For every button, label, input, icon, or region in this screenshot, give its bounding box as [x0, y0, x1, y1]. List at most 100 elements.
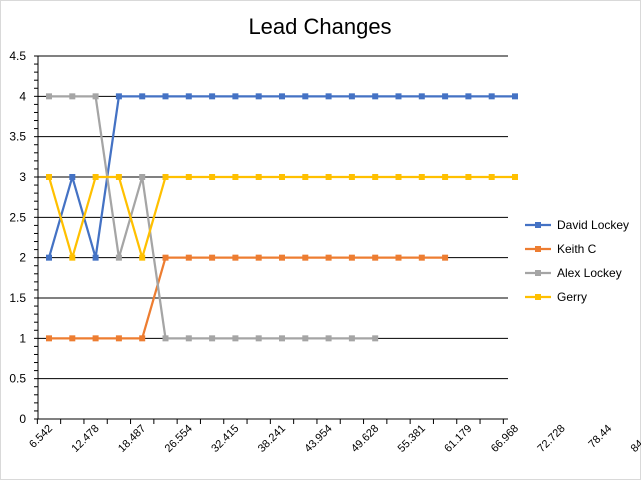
legend-marker — [535, 246, 541, 252]
legend-label: Alex Lockey — [557, 266, 622, 280]
x-tick-label: 49.628 — [349, 423, 381, 455]
x-tick-label: 72.728 — [535, 423, 567, 455]
data-point — [279, 174, 285, 180]
data-point — [209, 254, 216, 261]
data-point — [465, 93, 472, 100]
x-tick-label: 12.478 — [69, 423, 101, 455]
legend-item: Alex Lockey — [525, 266, 622, 280]
data-point — [115, 335, 122, 342]
data-point — [395, 174, 402, 180]
data-point — [372, 335, 379, 342]
data-point — [232, 174, 239, 180]
data-point — [372, 254, 379, 261]
x-tick-label: 78.44 — [586, 423, 614, 451]
data-point — [209, 93, 216, 100]
legend: David Lockey Keith C Alex Lockey Gerry — [525, 218, 629, 304]
y-tick-label: 2 — [19, 251, 26, 265]
data-point — [348, 93, 355, 100]
y-tick-label: 1 — [19, 331, 26, 345]
data-point — [115, 174, 122, 180]
data-point — [69, 335, 76, 342]
data-point — [115, 254, 122, 261]
data-point — [418, 174, 425, 180]
data-point — [46, 335, 52, 342]
data-point — [325, 335, 332, 342]
gridlines — [38, 55, 508, 380]
y-tick-label: 4 — [19, 89, 26, 103]
y-axis-ticks: 0 0.5 1 1.5 2 2.5 3 3.5 4 4.5 — [9, 49, 26, 426]
legend-marker — [535, 270, 541, 276]
data-point — [302, 174, 309, 180]
data-point — [418, 254, 425, 261]
legend-label: David Lockey — [557, 218, 629, 232]
series-line — [49, 256, 446, 340]
data-point — [302, 254, 309, 261]
data-point — [92, 335, 99, 342]
data-point — [348, 174, 355, 180]
data-point — [115, 93, 122, 100]
data-point — [302, 335, 309, 342]
data-point — [209, 335, 216, 342]
data-point — [139, 335, 146, 342]
x-tick-label: 6.542 — [27, 423, 55, 451]
data-point — [255, 174, 262, 180]
legend-item: David Lockey — [525, 218, 629, 232]
data-point — [279, 335, 285, 342]
data-point — [139, 93, 146, 100]
data-point — [395, 93, 402, 100]
data-point — [302, 93, 309, 100]
data-point — [442, 174, 449, 180]
y-tick-label: 3.5 — [9, 130, 26, 144]
x-tick-label: 18.487 — [116, 423, 148, 455]
x-tick-label: 26.554 — [163, 423, 195, 455]
data-point — [512, 93, 518, 100]
data-point — [255, 254, 262, 261]
x-tick-label: 43.954 — [302, 423, 334, 455]
data-point — [46, 93, 52, 100]
y-tick-label: 1.5 — [9, 291, 26, 305]
chart-title: Lead Changes — [248, 14, 391, 39]
data-point — [372, 93, 379, 100]
data-point — [465, 174, 472, 180]
data-point — [372, 174, 379, 180]
data-point — [325, 93, 332, 100]
data-point — [325, 174, 332, 180]
data-point — [255, 335, 262, 342]
data-point — [46, 174, 52, 180]
axes — [34, 55, 508, 424]
y-tick-label: 0 — [19, 412, 26, 426]
data-point — [69, 174, 76, 180]
data-point — [185, 174, 192, 180]
x-tick-label: 32.415 — [209, 423, 241, 455]
data-point — [279, 93, 285, 100]
data-point — [348, 254, 355, 261]
data-point — [325, 254, 332, 261]
data-point — [162, 254, 169, 261]
x-tick-label: 38.241 — [256, 423, 288, 455]
y-tick-label: 3 — [19, 170, 26, 184]
series-group — [46, 93, 518, 342]
data-point — [209, 174, 216, 180]
data-point — [232, 335, 239, 342]
data-point — [395, 254, 402, 261]
data-point — [185, 93, 192, 100]
data-point — [348, 335, 355, 342]
data-point — [279, 254, 285, 261]
y-tick-label: 4.5 — [9, 49, 26, 63]
legend-item: Keith C — [525, 242, 597, 256]
data-point — [418, 93, 425, 100]
y-tick-label: 0.5 — [9, 372, 26, 386]
data-point — [46, 254, 52, 261]
data-point — [488, 93, 495, 100]
data-point — [162, 335, 169, 342]
data-point — [162, 174, 169, 180]
data-point — [185, 254, 192, 261]
data-point — [162, 93, 169, 100]
data-point — [69, 93, 76, 100]
x-tick-label: 84.059 — [629, 423, 641, 455]
legend-marker — [535, 222, 541, 228]
y-tick-label: 2.5 — [9, 210, 26, 224]
data-point — [232, 254, 239, 261]
